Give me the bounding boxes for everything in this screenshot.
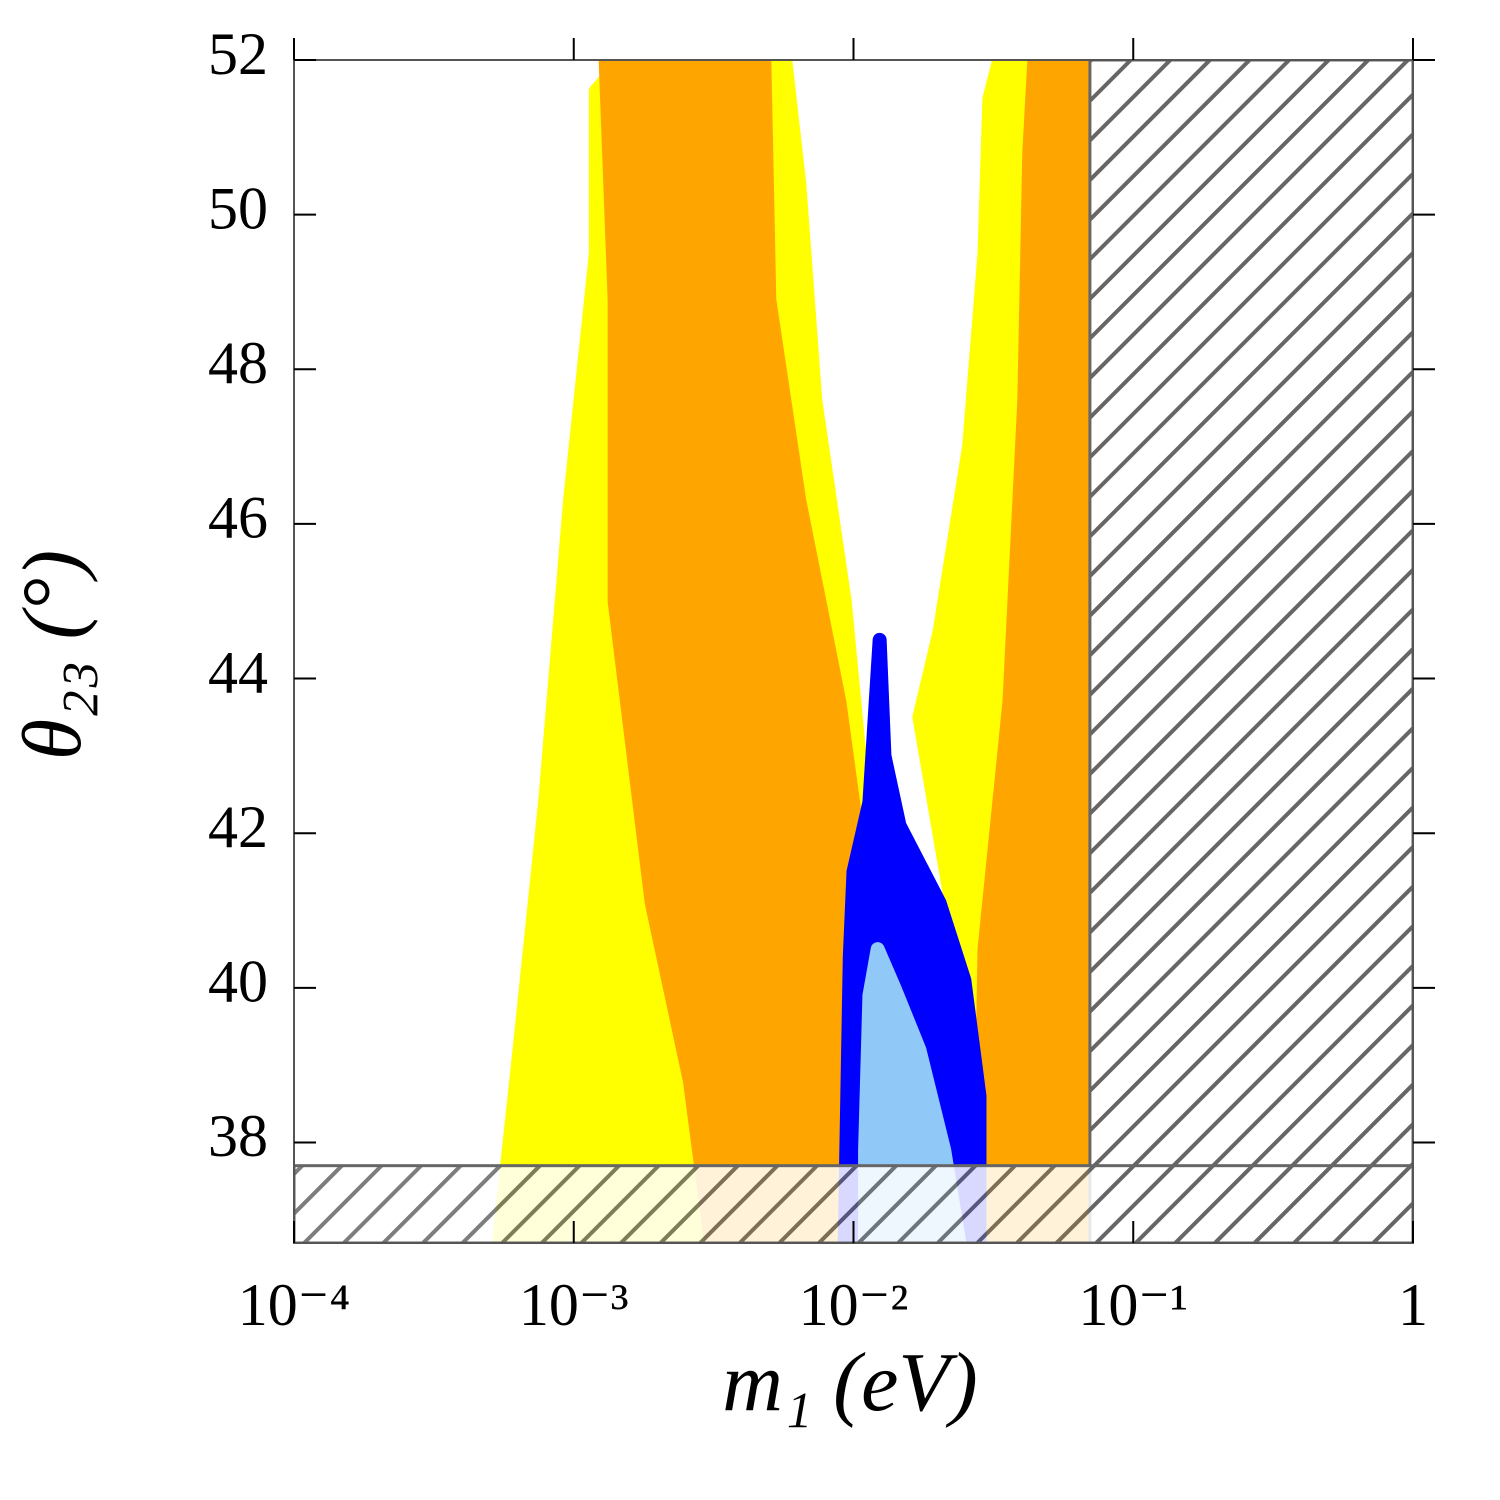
x-tick-label: 10⁻³ [519, 1272, 629, 1338]
y-tick-label: 48 [208, 330, 268, 396]
y-tick-label: 38 [208, 1103, 268, 1169]
point-cloud [598, 60, 867, 1243]
y-tick-label: 46 [208, 485, 268, 551]
x-tick-label: 10⁻⁴ [238, 1272, 351, 1338]
y-tick-label: 52 [208, 21, 268, 87]
excluded-region [1088, 60, 1413, 1243]
x-axis-title: m₁ (eV) [722, 1336, 977, 1429]
y-tick-label: 50 [208, 175, 268, 241]
y-axis-title: θ₂₃ (°) [6, 550, 99, 760]
y-tick-label: 42 [208, 794, 268, 860]
y-tick-label: 44 [208, 639, 268, 705]
y-tick-label: 40 [208, 949, 268, 1015]
plot-area [294, 60, 1413, 1243]
x-tick-label: 10⁻² [799, 1272, 909, 1338]
x-tick-label: 10⁻¹ [1078, 1272, 1188, 1338]
axes: 10⁻⁴ 10⁻³ 10⁻² 10⁻¹ 1 38 40 42 44 46 48 50 52 [208, 21, 1435, 1338]
x-tick-label: 1 [1398, 1272, 1428, 1338]
